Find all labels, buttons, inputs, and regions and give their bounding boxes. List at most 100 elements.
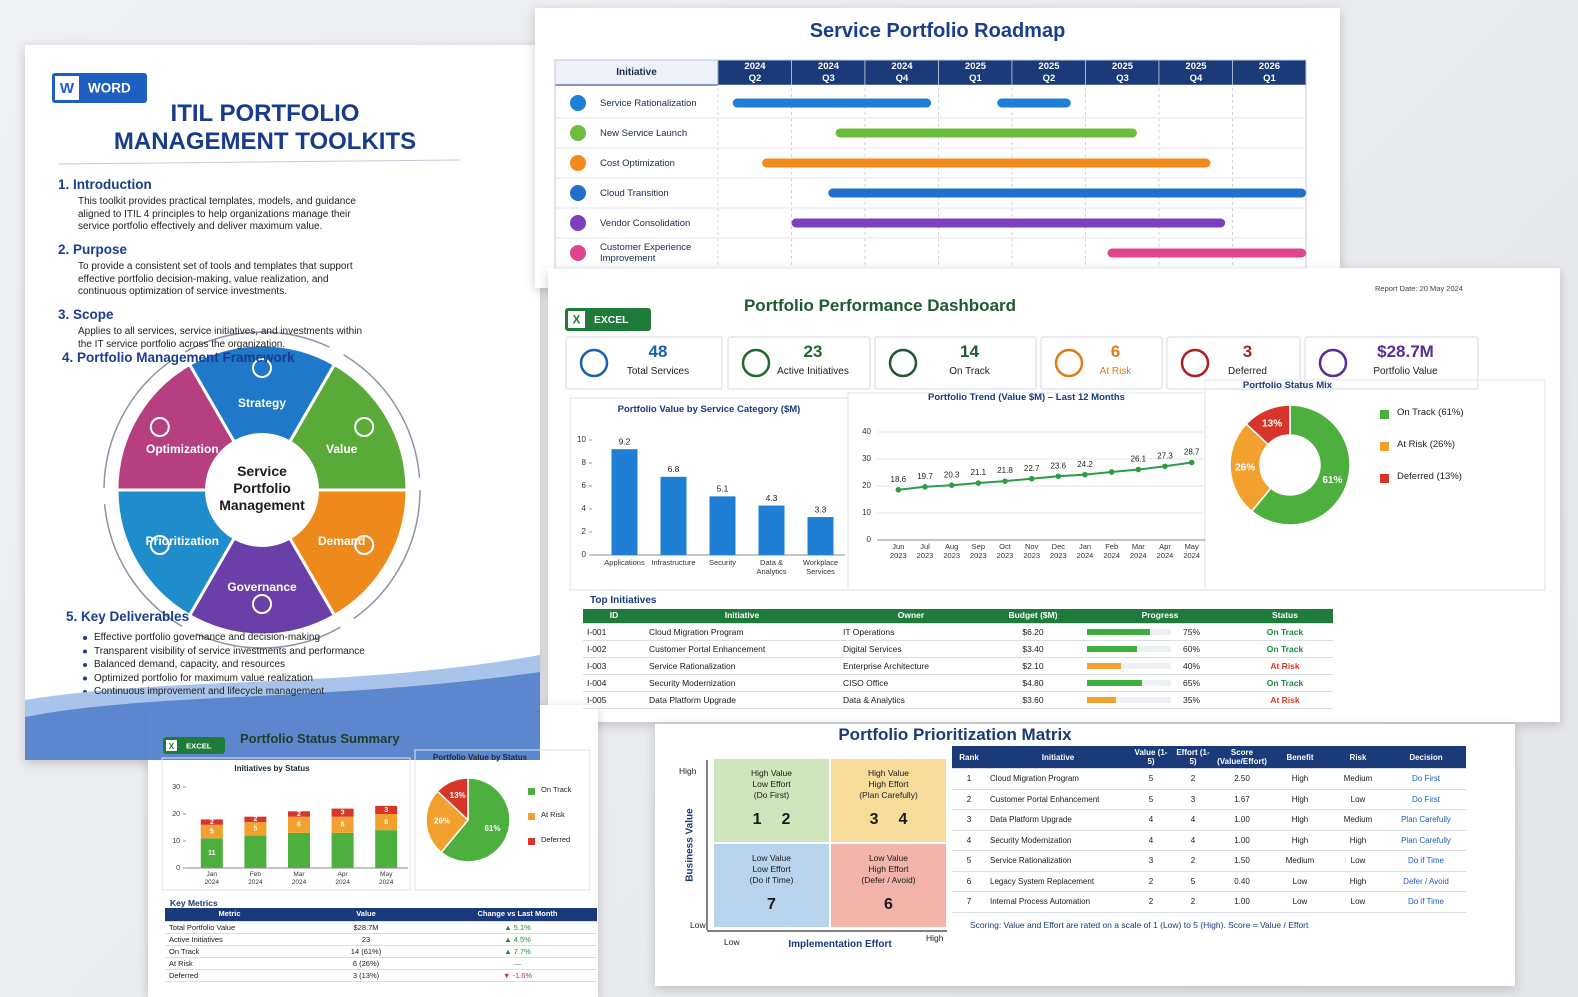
segment-label: 5 — [210, 828, 214, 835]
segment-label: 6 — [341, 822, 345, 829]
cell-text: Low — [1350, 794, 1366, 804]
section-text: Applies to all services, service initiat… — [78, 326, 363, 350]
progress-bar — [1087, 697, 1117, 704]
header-row: Metric Value Change vs Last Month — [165, 908, 597, 922]
summary-title: Portfolio Status Summary — [240, 731, 400, 746]
point — [895, 486, 902, 493]
pie-slice — [436, 777, 469, 822]
table-cell: High — [1330, 830, 1386, 851]
chart-box — [161, 757, 411, 891]
item-rank: 6 — [884, 896, 893, 913]
cell-text: On Track — [1266, 626, 1304, 637]
cell-text: $3.60 — [1022, 694, 1044, 705]
table-cell: I-002 — [583, 640, 645, 658]
cell-text: Internal Process Automation — [990, 897, 1091, 907]
section-heading: 2. Purpose — [58, 242, 128, 257]
table-cell: Do if Time — [1386, 891, 1466, 913]
cell-text: Active Initiatives — [169, 934, 223, 944]
table-cell: On Track — [1237, 674, 1333, 692]
quarter-cell — [864, 59, 939, 86]
quarter-label: 2025 Q1 — [964, 61, 987, 84]
segment-label: 2 — [210, 819, 214, 826]
x-tick-label: Security — [708, 558, 737, 567]
cell-text: Customer Portal Enhancement — [990, 794, 1100, 804]
item-rank: 7 — [767, 896, 776, 913]
value-label: 18.6 — [891, 475, 907, 484]
chart-box — [414, 749, 591, 891]
table-cell: 14 (61%) — [294, 945, 438, 958]
point — [1082, 471, 1088, 478]
table-cell: 2 — [1130, 871, 1172, 892]
table-cell: $3.40 — [983, 640, 1083, 658]
table-cell: Internal Process Automation — [986, 891, 1130, 913]
cell-text: Medium — [1343, 774, 1373, 784]
quadrant-line: (Plan Carefully) — [859, 790, 918, 800]
table-cell: 5 — [1172, 871, 1214, 892]
progress-bar — [1087, 646, 1138, 653]
column-header: Owner — [839, 609, 983, 624]
quadrant-line: High Value — [751, 768, 792, 778]
x-tick-label: May 2024 — [1183, 542, 1200, 560]
cell-text: Data Platform Upgrade — [990, 815, 1072, 825]
section-heading: 4. Portfolio Management Framework — [62, 350, 295, 365]
legend-label: At Risk (26%) — [1397, 439, 1456, 450]
cell-text: High — [1291, 794, 1309, 804]
quadrant-text: Low Value Low Effort (Do if Time) 7 — [713, 853, 830, 914]
bar — [807, 517, 834, 555]
table-cell: CISO Office — [839, 674, 983, 692]
legend-swatch — [528, 788, 535, 795]
bar-segment — [244, 835, 267, 868]
cell-text: Do if Time — [1407, 856, 1444, 866]
table-cell: I-003 — [583, 657, 645, 675]
bar-segment — [244, 822, 267, 836]
progress-bar — [1087, 629, 1150, 636]
axis-end-label: Low — [724, 937, 740, 947]
cell-text: Cloud Migration Program — [990, 774, 1079, 784]
progress-bar — [1087, 680, 1142, 687]
x-tick-label: Jan 2024 — [1076, 542, 1094, 560]
point — [1055, 473, 1062, 480]
pie-slice — [1245, 404, 1291, 446]
x-tick-label: Jan 2024 — [204, 871, 220, 886]
x-tick-label: Oct 2023 — [996, 542, 1014, 560]
column-header: Effort (1-5) — [1172, 746, 1214, 769]
kpi-value: $28.7M — [1377, 342, 1434, 361]
table-cell: 1.67 — [1214, 789, 1270, 810]
table-cell: High — [1270, 768, 1330, 790]
column-header: Score (Value/Effort) — [1214, 746, 1270, 769]
cell-text: Data Platform Upgrade — [649, 694, 736, 705]
cell-text: 1 — [966, 774, 972, 784]
column-header: Value — [294, 908, 438, 922]
y-tick-label: 10 — [172, 838, 180, 845]
badge-icon: X — [573, 315, 581, 327]
table-title: Top Initiatives — [590, 595, 657, 606]
table-cell: 1.00 — [1214, 809, 1270, 831]
cell-text: At Risk — [169, 958, 193, 968]
cell-text: IT Operations — [843, 626, 895, 637]
gantt-bar — [1107, 248, 1306, 258]
table-cell: $4.80 — [983, 674, 1083, 692]
segment-label: Prioritization — [146, 534, 219, 548]
segment-icon — [149, 535, 170, 555]
table-cell: 2 — [1172, 768, 1214, 790]
y-tick-label: 6 — [582, 481, 587, 490]
table-cell: $3.60 — [983, 691, 1083, 709]
task-label: Cloud Transition — [600, 187, 669, 199]
quadrant-text: Low Value High Effort (Defer / Avoid) 6 — [830, 853, 947, 914]
x-tick-label: Feb 2024 — [1103, 542, 1120, 560]
table-cell: 3 — [1172, 789, 1214, 810]
cell-text: 14 (61%) — [350, 946, 382, 956]
segment-label: 3 — [341, 809, 345, 816]
value-label: 27.3 — [1157, 451, 1173, 460]
bar-segment — [331, 832, 354, 868]
table-row: On Track 14 (61%) ▲ 7.7% — [165, 945, 597, 958]
quadrant — [829, 842, 948, 929]
cell-text: 1.67 — [1234, 794, 1250, 804]
bar-segment — [375, 814, 398, 831]
cell-text: — — [513, 958, 522, 968]
section-heading: 3. Scope — [58, 307, 114, 322]
table-cell: 60% — [1083, 640, 1237, 658]
table-row: 4 Security Modernization 4 4 1.00 High High Pla… — [952, 830, 1466, 851]
cell-text: 6 — [966, 876, 972, 886]
cell-text: 4 — [1148, 815, 1154, 825]
